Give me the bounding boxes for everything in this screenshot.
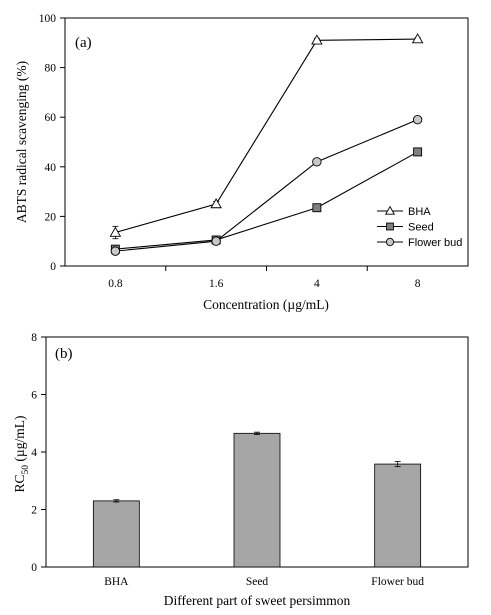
series-line xyxy=(115,119,418,252)
panel-b-x-axis-title: Different part of sweet persimmon xyxy=(164,593,351,608)
legend-label: BHA xyxy=(408,206,431,218)
legend-label: Flower bud xyxy=(408,237,462,249)
series-flower-bud xyxy=(110,114,423,256)
y-tick-label: 20 xyxy=(45,211,57,223)
series-bha xyxy=(109,33,424,240)
x-tick-label: Flower bud xyxy=(371,576,424,588)
y-tick-label: 6 xyxy=(31,390,37,402)
data-point xyxy=(109,226,122,237)
panel-b-label: (b) xyxy=(55,346,73,362)
x-tick-label: 4 xyxy=(314,278,320,290)
series-line xyxy=(115,151,418,250)
bar xyxy=(374,463,422,568)
x-tick-label: Seed xyxy=(246,576,269,588)
data-point xyxy=(312,203,322,213)
x-tick-label: 1.6 xyxy=(209,278,224,290)
x-tick-label: BHA xyxy=(104,576,129,588)
legend-marker xyxy=(385,237,395,247)
panel-b-bars xyxy=(92,431,422,568)
y-tick-label: 80 xyxy=(45,63,57,75)
panel-b: (b) 0 2 4 6 8 BHA Seed Flower bud RC50 (µg/mL)… xyxy=(12,332,469,608)
data-point xyxy=(412,114,423,125)
x-tick-label: 0.8 xyxy=(108,278,123,290)
panel-a-x-axis-title: Concentration (µg/mL) xyxy=(203,297,329,312)
y-tick-label: 4 xyxy=(31,447,37,459)
data-point xyxy=(210,198,222,209)
panel-a-label: (a) xyxy=(75,35,92,51)
y-tick-label: 0 xyxy=(31,562,37,574)
legend-marker xyxy=(386,222,394,231)
panel-b-y-axis-title: RC50 (µg/mL) xyxy=(12,416,31,493)
data-point xyxy=(411,33,424,44)
data-point xyxy=(413,147,423,157)
panel-a-legend: BHA Seed Flower bud xyxy=(377,205,462,249)
panel-a-y-axis: 0 20 40 60 80 100 xyxy=(39,13,65,273)
y-tick-label: 60 xyxy=(45,112,57,124)
legend-marker xyxy=(384,205,396,215)
y-tick-label: 2 xyxy=(31,505,37,517)
panel-b-y-axis-title-subscript: 50 xyxy=(21,465,31,475)
panel-b-y-axis-title-main: RC xyxy=(12,474,27,492)
y-tick-label: 40 xyxy=(45,162,57,174)
panel-a: (a) 0 20 40 60 80 100 0.8 1.6 4 8 ABTS radical s… xyxy=(14,13,469,312)
data-point xyxy=(110,246,121,256)
panel-b-y-axis-title-unit: (µg/mL) xyxy=(12,416,27,465)
panel-a-y-axis-title: ABTS radical scavenging (%) xyxy=(14,61,29,223)
y-tick-label: 0 xyxy=(50,261,56,273)
y-tick-label: 100 xyxy=(39,13,57,25)
y-tick-label: 8 xyxy=(31,332,37,344)
series-seed xyxy=(110,147,423,254)
bar xyxy=(233,432,281,568)
series-line xyxy=(115,38,418,234)
panel-a-x-axis: 0.8 1.6 4 8 xyxy=(108,266,421,290)
data-point xyxy=(311,34,323,45)
panel-a-series xyxy=(109,33,424,256)
panel-b-x-axis: BHA Seed Flower bud xyxy=(104,576,424,588)
data-point xyxy=(211,236,221,246)
legend-label: Seed xyxy=(408,222,434,234)
x-tick-label: 8 xyxy=(415,278,421,290)
data-point xyxy=(312,157,322,167)
panel-b-y-axis: 0 2 4 6 8 xyxy=(31,332,46,574)
bar xyxy=(92,500,140,568)
